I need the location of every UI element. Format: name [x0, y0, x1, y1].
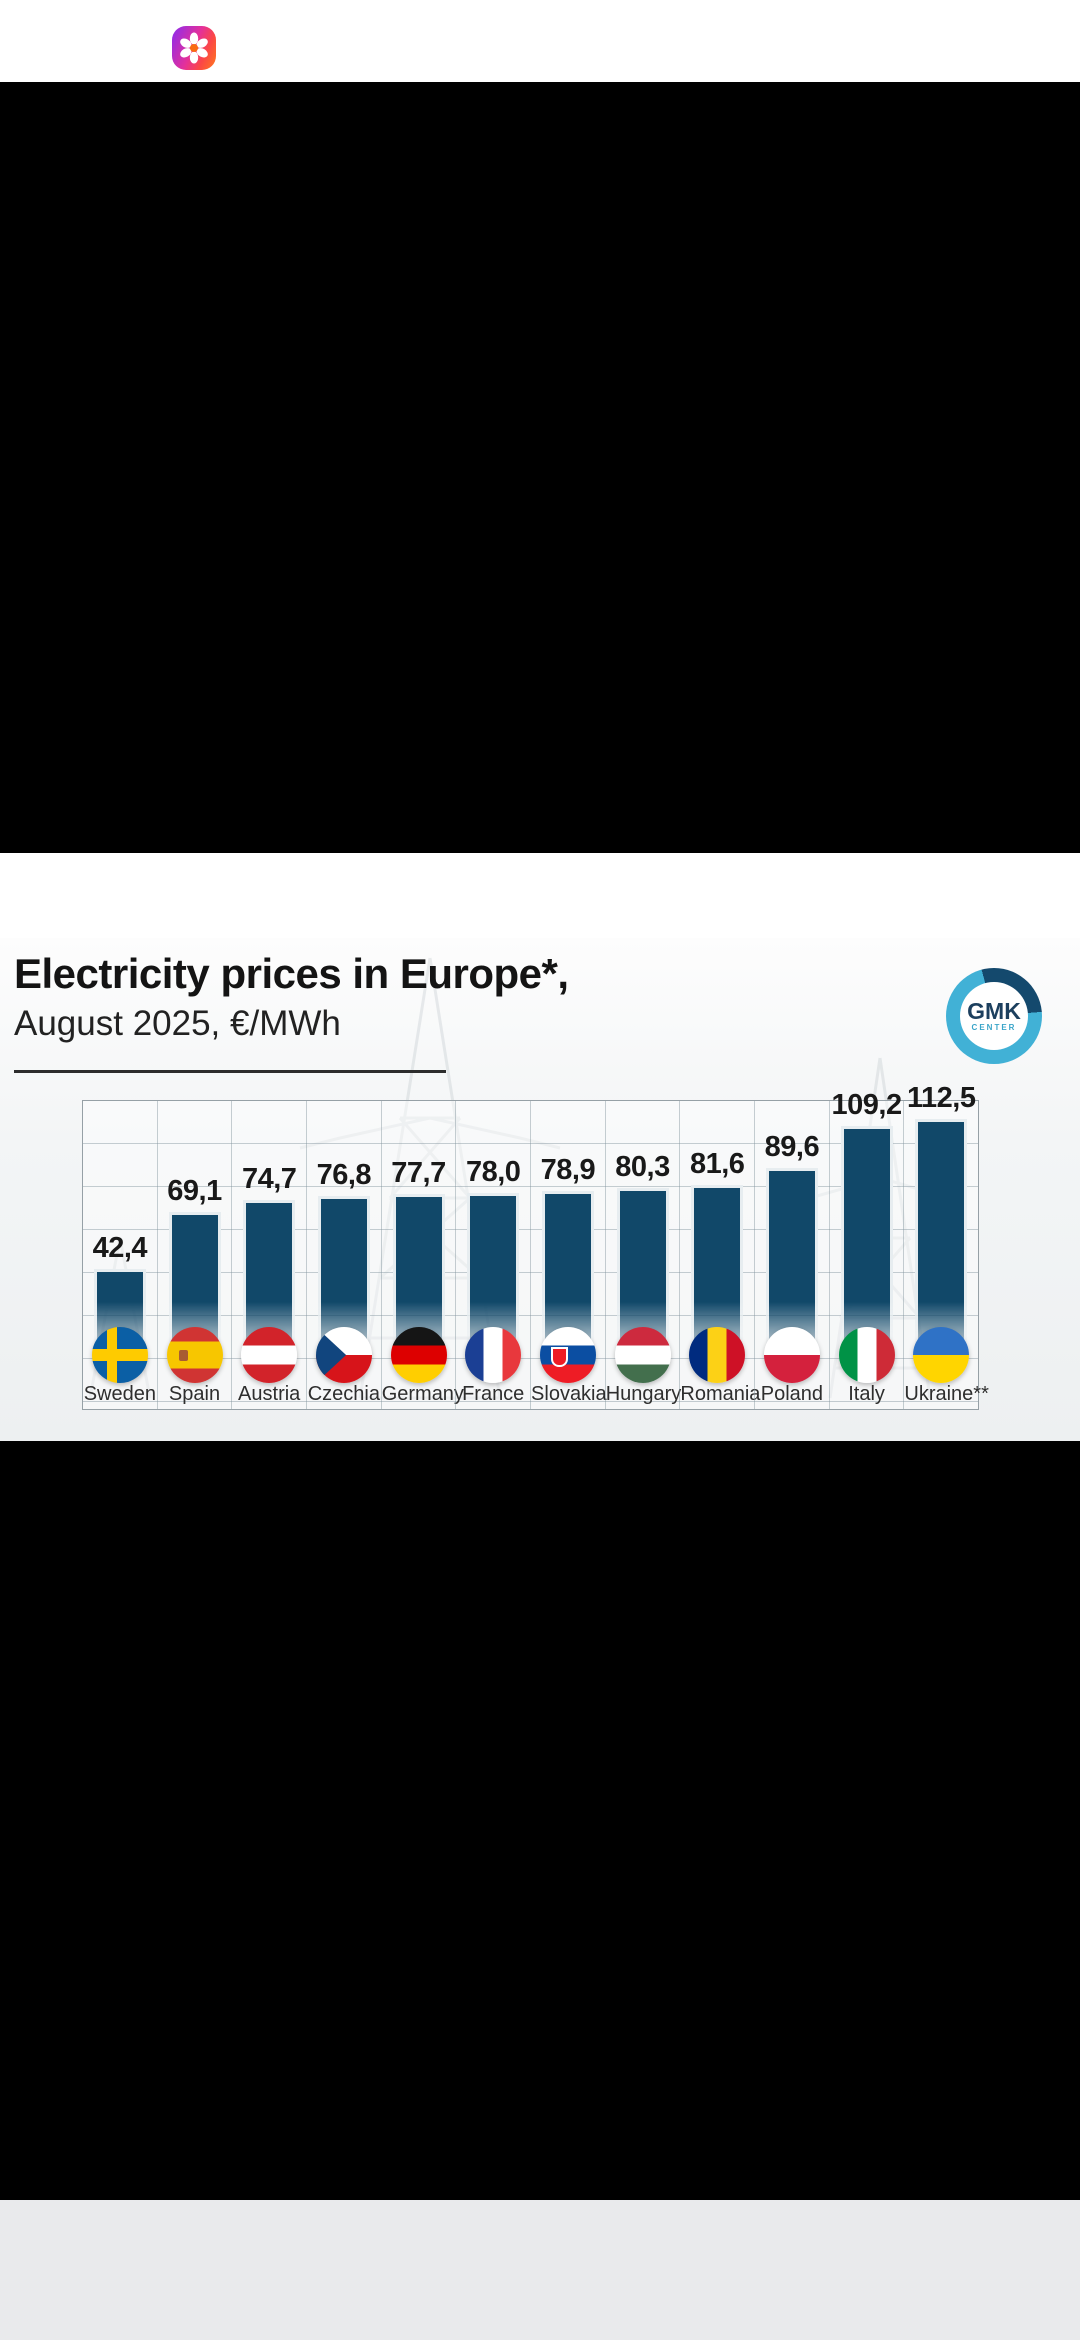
chart-column: 77,7 Germany	[380, 1101, 464, 1409]
flag-germany-icon	[390, 1327, 447, 1383]
country-label: Italy	[848, 1383, 885, 1405]
chart-column: 80,3 Hungary	[604, 1101, 682, 1409]
letterbox-top	[0, 82, 1080, 853]
flag-ukraine-icon	[913, 1327, 970, 1383]
chart-column: 76,8 Czechia	[306, 1101, 381, 1409]
flag-czechia-icon	[315, 1327, 372, 1383]
value-label: 76,8	[316, 1159, 372, 1191]
chart-column: 78,0 France	[455, 1101, 530, 1409]
gallery-flower-icon[interactable]	[172, 26, 216, 70]
country-label: Spain	[168, 1383, 221, 1405]
chart-plot: 42,4 Sweden 69,1 Spain 74,7 Austria 76,8 Czechi…	[82, 1082, 989, 1410]
chart-column: 69,1 Spain	[156, 1101, 232, 1409]
value-label: 80,3	[615, 1151, 670, 1183]
bar-italy	[840, 1126, 893, 1360]
value-label: 74,7	[241, 1163, 297, 1195]
chart-column: 112,5 Ukraine**	[903, 1082, 989, 1409]
chart-column: 81,6 Romania	[679, 1101, 761, 1409]
value-label: 109,2	[831, 1089, 903, 1121]
chart-subtitle: August 2025, €/MWh	[14, 1004, 341, 1043]
country-label: Poland	[760, 1383, 824, 1405]
chart-column: 42,4 Sweden	[83, 1101, 157, 1409]
country-label: Romania	[680, 1383, 761, 1405]
flag-italy-icon	[838, 1327, 895, 1383]
flag-poland-icon	[763, 1327, 820, 1383]
flag-hungary-icon	[614, 1327, 671, 1383]
value-label: 89,6	[764, 1131, 820, 1163]
status-bar	[0, 0, 1080, 82]
title-underline	[14, 1070, 446, 1073]
chart-column: 78,9 Slovakia	[530, 1101, 607, 1409]
site-header: MENU GMK CENTER	[0, 853, 1080, 1780]
flag-romania-icon	[689, 1327, 746, 1383]
letterbox-bottom	[0, 1441, 1080, 2200]
flag-spain-icon	[166, 1327, 223, 1383]
chart-title: Electricity prices in Europe*,	[14, 950, 569, 997]
chart-column: 89,6 Poland	[754, 1101, 829, 1409]
value-label: 78,0	[465, 1156, 521, 1188]
country-label: Hungary	[605, 1383, 682, 1405]
flag-sweden-icon	[91, 1327, 148, 1383]
country-label: Germany	[381, 1383, 464, 1405]
flag-austria-icon	[241, 1327, 298, 1383]
android-nav-bar	[0, 2200, 1080, 2340]
chart-column: 109,2 Italy	[828, 1089, 904, 1409]
country-label: Ukraine**	[904, 1383, 989, 1405]
value-label: 81,6	[689, 1148, 745, 1180]
country-label: Slovakia	[531, 1383, 607, 1405]
badge-subtext: CENTER	[971, 1023, 1017, 1032]
value-label: 77,7	[391, 1157, 446, 1189]
flag-slovakia-icon	[539, 1327, 596, 1383]
value-label: 112,5	[906, 1082, 976, 1114]
flower-glyph	[180, 32, 208, 64]
infographic-section: Electricity prices in Europe*, August 20…	[0, 938, 1080, 1441]
flag-france-icon	[465, 1327, 522, 1383]
value-label: 42,4	[92, 1232, 148, 1264]
badge-text: GMK	[967, 998, 1021, 1024]
value-label: 78,9	[540, 1154, 596, 1186]
gmk-badge-icon: GMK CENTER	[946, 968, 1042, 1064]
country-label: Sweden	[83, 1383, 156, 1405]
chart-column: 74,7 Austria	[231, 1101, 306, 1409]
bar-ukraine	[915, 1119, 968, 1360]
country-label: Czechia	[307, 1383, 380, 1405]
country-label: France	[462, 1383, 525, 1405]
value-label: 69,1	[167, 1175, 222, 1207]
country-label: Austria	[238, 1383, 301, 1405]
